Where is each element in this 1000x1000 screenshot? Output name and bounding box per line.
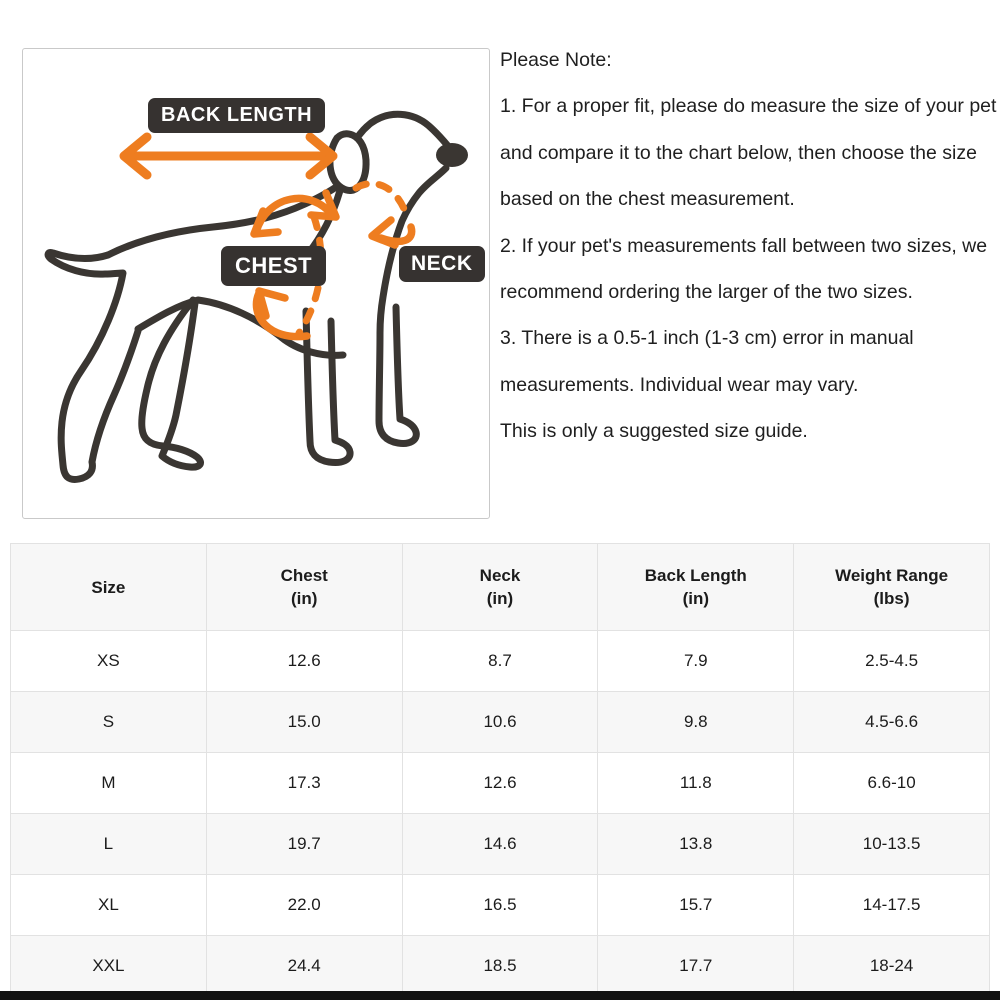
chest-label: CHEST (221, 246, 327, 286)
dog-tail-outline (44, 249, 142, 483)
cell-chest: 24.4 (205, 935, 403, 997)
column-header-weight-range: Weight Range (lbs) (793, 543, 990, 631)
column-header-chest: Chest (in) (205, 543, 403, 631)
dog-ear (326, 130, 370, 194)
dog-rear-leg-outline (138, 296, 204, 471)
cell-chest: 12.6 (205, 630, 403, 692)
column-header-size: Size (10, 543, 207, 631)
cell-weight: 18-24 (793, 935, 990, 997)
chest-arc-lower (252, 289, 311, 341)
neck-dashed-line (352, 180, 409, 215)
cell-weight: 10-13.5 (793, 813, 990, 875)
table-row-l: L 19.7 14.6 13.8 10-13.5 (10, 813, 990, 875)
dog-nose (436, 143, 468, 167)
table-row-m: M 17.3 12.6 11.8 6.6-10 (10, 752, 990, 814)
cell-size: M (10, 752, 207, 814)
chest-arrowhead-right (307, 189, 340, 221)
cell-size: XS (10, 630, 207, 692)
back-length-label: BACK LENGTH (148, 98, 326, 133)
cell-neck: 18.5 (401, 935, 599, 997)
notes-section: Please Note: 1. For a proper fit, please… (500, 37, 1000, 455)
cell-neck: 12.6 (401, 752, 599, 814)
cell-size: XL (10, 874, 207, 936)
chest-arrowhead-lower (255, 287, 289, 320)
cell-neck: 16.5 (401, 874, 599, 936)
table-row-s: S 15.0 10.6 9.8 4.5-6.6 (10, 691, 990, 753)
note-2: 2. If your pet's measurements fall betwe… (500, 234, 988, 304)
size-chart-table: Size Chest (in) Neck (in) Back Length (i… (10, 543, 990, 997)
cell-weight: 2.5-4.5 (793, 630, 990, 692)
back-length-arrowhead-right (305, 132, 338, 180)
note-3: 3. There is a 0.5-1 inch (1-3 cm) error … (500, 327, 914, 396)
cell-weight: 4.5-6.6 (793, 691, 990, 753)
cell-size: S (10, 691, 207, 753)
cell-back-length: 15.7 (597, 874, 795, 936)
table-row-xxl: XXL 24.4 18.5 17.7 18-24 (10, 935, 990, 997)
back-length-arrowhead-left (119, 132, 152, 180)
cell-chest: 19.7 (205, 813, 403, 875)
cell-back-length: 13.8 (597, 813, 795, 875)
cell-back-length: 11.8 (597, 752, 795, 814)
cell-size: L (10, 813, 207, 875)
cell-size: XXL (10, 935, 207, 997)
neck-arrowhead (368, 216, 399, 249)
dog-back-outline (104, 178, 347, 259)
cell-chest: 17.3 (205, 752, 403, 814)
notes-footer: This is only a suggested size guide. (500, 420, 808, 443)
cell-weight: 14-17.5 (793, 874, 990, 936)
chest-arrowhead-left (250, 207, 282, 238)
column-header-neck: Neck (in) (401, 543, 599, 631)
cell-weight: 6.6-10 (793, 752, 990, 814)
table-row-xl: XL 22.0 16.5 15.7 14-17.5 (10, 874, 990, 936)
table-row-xs: XS 12.6 8.7 7.9 2.5-4.5 (10, 630, 990, 692)
measuring-diagram: BACK LENGTH CHEST NECK (22, 48, 490, 519)
cell-back-length: 17.7 (597, 935, 795, 997)
cell-neck: 8.7 (401, 630, 599, 692)
table-header-row: Size Chest (in) Neck (in) Back Length (i… (10, 543, 990, 631)
column-header-back-length: Back Length (in) (597, 543, 795, 631)
cell-chest: 15.0 (205, 691, 403, 753)
dog-front-leg-outline (302, 307, 354, 466)
cell-back-length: 7.9 (597, 630, 795, 692)
notes-title: Please Note: (500, 49, 612, 71)
bottom-edge-bar (0, 991, 1000, 1000)
cell-neck: 14.6 (401, 813, 599, 875)
cell-back-length: 9.8 (597, 691, 795, 753)
cell-neck: 10.6 (401, 691, 599, 753)
dog-measurement-illustration (44, 110, 468, 483)
note-1: 1. For a proper fit, please do measure t… (500, 95, 997, 211)
neck-label: NECK (399, 246, 485, 282)
cell-chest: 22.0 (205, 874, 403, 936)
dog-neck-front-outline (375, 164, 450, 447)
